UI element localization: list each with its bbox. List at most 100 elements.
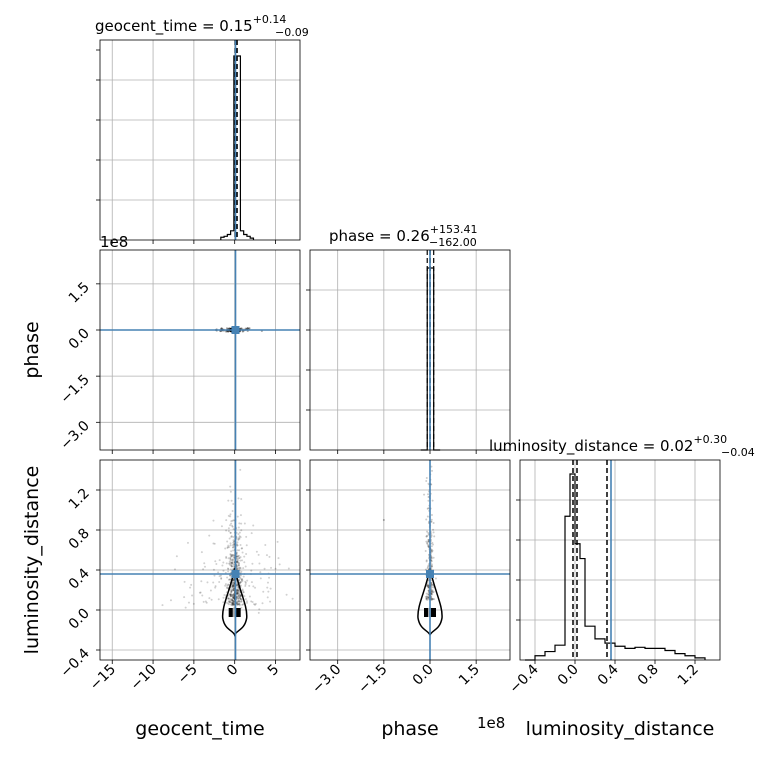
- scatter-point: [236, 592, 239, 595]
- scatter-point: [251, 562, 254, 565]
- title-luminosity-distance-sub: −0.04: [721, 446, 755, 459]
- scatter-point: [252, 524, 255, 527]
- scatter-point: [232, 588, 235, 591]
- scatter-point: [229, 595, 232, 598]
- scatter-point: [245, 600, 248, 603]
- scatter-point: [237, 600, 240, 603]
- scatter-point: [236, 595, 239, 598]
- scatter-point: [427, 543, 430, 546]
- scatter-point: [233, 564, 236, 567]
- scatter-point: [426, 530, 429, 533]
- scatter-point: [232, 601, 235, 604]
- scatter-point: [229, 542, 232, 545]
- scatter-point: [239, 556, 242, 559]
- scatter-point: [430, 582, 433, 585]
- scatter-point: [423, 493, 426, 496]
- scatter-point: [232, 592, 235, 595]
- scatter-point: [233, 589, 236, 592]
- scatter-point: [236, 602, 239, 605]
- scatter-point: [241, 551, 244, 554]
- scatter-point: [259, 577, 262, 580]
- scatter-point: [239, 468, 242, 471]
- x-tick-label: −5: [175, 662, 201, 688]
- scatter-point: [242, 567, 245, 570]
- scatter-point: [229, 553, 232, 556]
- scatter-point: [232, 579, 235, 582]
- scatter-point: [430, 565, 433, 568]
- scatter-point: [230, 520, 233, 523]
- scatter-point: [430, 535, 433, 538]
- scatter-point: [229, 598, 232, 601]
- scatter-point: [229, 556, 232, 559]
- scatter-point: [236, 597, 239, 600]
- scatter-point: [239, 581, 242, 584]
- scatter-point: [254, 603, 257, 606]
- scatter-point: [230, 601, 233, 604]
- scatter-point: [431, 597, 434, 600]
- scatter-point: [236, 588, 239, 591]
- scatter-point: [431, 590, 434, 593]
- scatter-point: [169, 599, 172, 602]
- scatter-point: [238, 549, 241, 552]
- scatter-point: [242, 575, 245, 578]
- scatter-point: [426, 507, 429, 510]
- y-tick-label: 0.8: [66, 526, 93, 553]
- scatter-point: [426, 595, 429, 598]
- scatter-point: [263, 567, 266, 570]
- x-tick-label: 0.0: [410, 662, 437, 689]
- scatter-point: [235, 584, 238, 587]
- scatter-point: [212, 542, 215, 545]
- x-tick-label: 1.5: [456, 662, 483, 689]
- scatter-point: [240, 497, 243, 500]
- scatter-point: [236, 584, 239, 587]
- scatter-point: [431, 469, 434, 472]
- scatter-point: [210, 598, 213, 601]
- scatter-point: [232, 559, 235, 562]
- scatter-point: [430, 586, 433, 589]
- scatter-point: [227, 603, 230, 606]
- truth-marker: [231, 326, 240, 334]
- scatter-point: [244, 598, 247, 601]
- scatter-point: [212, 568, 215, 571]
- scatter-point: [232, 565, 235, 568]
- scatter-point: [430, 518, 433, 521]
- scatter-point: [214, 560, 217, 563]
- scatter-point: [230, 565, 233, 568]
- scatter-point: [229, 544, 232, 547]
- scatter-point: [230, 601, 233, 604]
- scatter-point: [237, 597, 240, 600]
- scatter-point: [237, 578, 240, 581]
- scatter-point: [233, 588, 236, 591]
- scatter-point: [229, 595, 232, 598]
- scatter-point: [228, 537, 231, 540]
- scatter-point: [237, 564, 240, 567]
- scatter-point: [228, 600, 231, 603]
- scatter-point: [430, 592, 433, 595]
- scatter-point: [238, 591, 241, 594]
- scatter-point: [241, 589, 244, 592]
- scatter-point: [236, 584, 239, 587]
- scatter-point: [242, 591, 245, 594]
- scatter-point: [291, 597, 294, 600]
- scatter-point: [233, 543, 236, 546]
- scatter-point: [228, 560, 231, 563]
- y-tick-label: 0.0: [66, 606, 93, 633]
- scatter-point: [424, 595, 427, 598]
- scatter-point: [240, 600, 243, 603]
- ylabel-luminosity-distance: luminosity_distance: [21, 466, 43, 655]
- scatter-point: [237, 597, 240, 600]
- scatter-point: [229, 554, 232, 557]
- scatter-point: [227, 567, 230, 570]
- scatter-point: [239, 595, 242, 598]
- scatter-point: [252, 585, 255, 588]
- scatter-point: [239, 597, 242, 600]
- scatter-point: [229, 587, 232, 590]
- scatter-point: [432, 556, 435, 559]
- scatter-point: [212, 519, 215, 522]
- scatter-point: [232, 596, 235, 599]
- scatter-point: [238, 522, 241, 525]
- scatter-point: [202, 568, 205, 571]
- scatter-point: [186, 541, 189, 544]
- scatter-point: [225, 529, 228, 532]
- scatter-point: [230, 593, 233, 596]
